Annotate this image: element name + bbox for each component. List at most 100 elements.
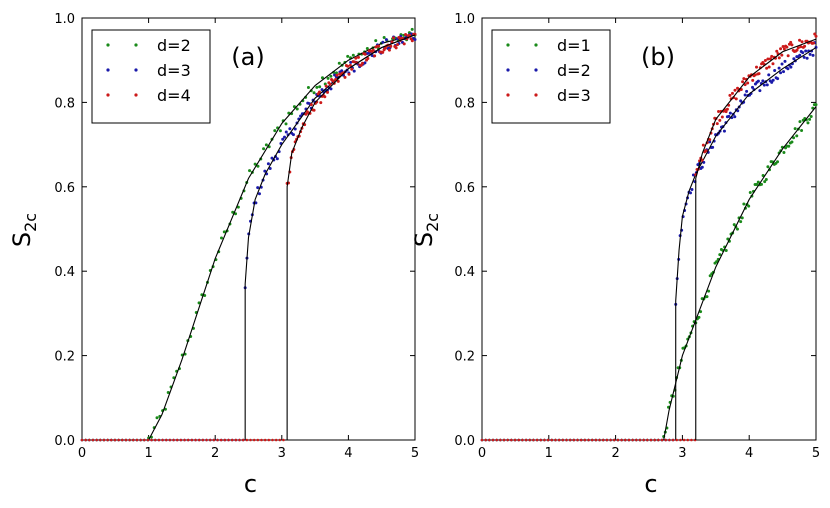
data-point [113,438,117,442]
data-point [751,78,755,82]
data-point [793,127,797,131]
data-point [319,101,323,105]
data-point [789,65,793,69]
data-point [340,69,344,73]
data-point [304,112,308,116]
y-axis-label: S2c [410,213,442,247]
data-point [320,88,324,92]
data-point [146,438,150,442]
data-point [561,438,565,442]
data-point [612,438,616,442]
data-point [257,192,261,196]
y-tick-label: 0.6 [54,181,75,196]
data-point [718,253,722,257]
data-point [524,438,528,442]
data-point [381,50,385,54]
data-point [106,438,109,442]
data-point [172,438,175,442]
data-point [734,97,738,101]
data-point [700,165,704,169]
data-point [120,438,124,442]
y-tick-label: 0.6 [454,181,475,196]
chart-panel-a: 0 1 2 3 4 5 0.0 0.2 0.4 0.6 0.8 1.0 c S2c (a) d=2 d=3 d=4 [8,12,419,498]
data-point [274,438,278,442]
data-point [759,182,763,186]
legend-label: d=2 [557,61,591,80]
data-point [334,71,338,75]
data-point [383,46,387,50]
data-point [701,143,705,147]
data-point [718,118,722,122]
data-point [739,220,743,224]
data-point [735,227,739,231]
data-point [495,438,498,442]
data-point [594,438,598,442]
series-d=3 [480,32,818,442]
data-point [528,438,532,442]
data-point [356,55,360,59]
x-tick-label: 0 [478,446,486,461]
data-point [337,61,341,65]
data-point [284,130,288,134]
data-point [354,56,358,60]
data-point [99,438,102,442]
data-point [789,40,793,44]
data-point [256,164,260,168]
data-point [686,438,690,442]
data-point [278,438,282,442]
data-point [264,143,268,147]
data-point [539,438,543,442]
data-point [609,438,612,442]
data-point [278,129,282,133]
data-point [671,438,675,442]
data-point [335,73,339,77]
data-point [653,438,656,442]
legend-marker [106,68,110,72]
data-point [510,438,513,442]
x-tick-label: 5 [411,446,419,461]
data-point [194,438,197,442]
plot-frame [481,17,817,441]
data-point [786,67,790,71]
data-point [222,230,226,234]
data-point [780,53,784,57]
data-point [620,438,623,442]
data-point [329,87,333,91]
data-point [688,191,692,195]
data-point [745,89,749,93]
legend-label: d=3 [557,86,591,105]
data-point [773,68,777,72]
data-point [767,65,771,69]
data-point [771,78,775,82]
data-point [770,80,774,84]
data-point [777,56,781,60]
panel-label: (b) [641,43,675,71]
data-point [346,64,350,68]
data-point [768,57,772,61]
data-point [741,80,745,84]
data-point [175,438,179,442]
data-point [377,44,381,48]
data-point [764,178,768,182]
data-point [404,33,408,37]
data-point [324,84,328,88]
data-point [766,57,770,61]
data-point [808,117,812,121]
data-point [230,438,234,442]
data-point [590,438,594,442]
data-point [164,438,168,442]
data-point [291,133,295,137]
data-point [742,202,746,206]
legend-marker [534,68,538,72]
data-point [359,63,363,67]
x-tick-label: 3 [678,446,686,461]
data-point [201,438,205,442]
data-point [554,438,557,442]
data-point [646,438,649,442]
data-point [717,110,721,114]
y-axis-label-main: S [410,232,438,247]
data-point [150,438,153,442]
data-point [413,37,417,41]
data-point [88,438,91,442]
data-point [371,48,375,52]
